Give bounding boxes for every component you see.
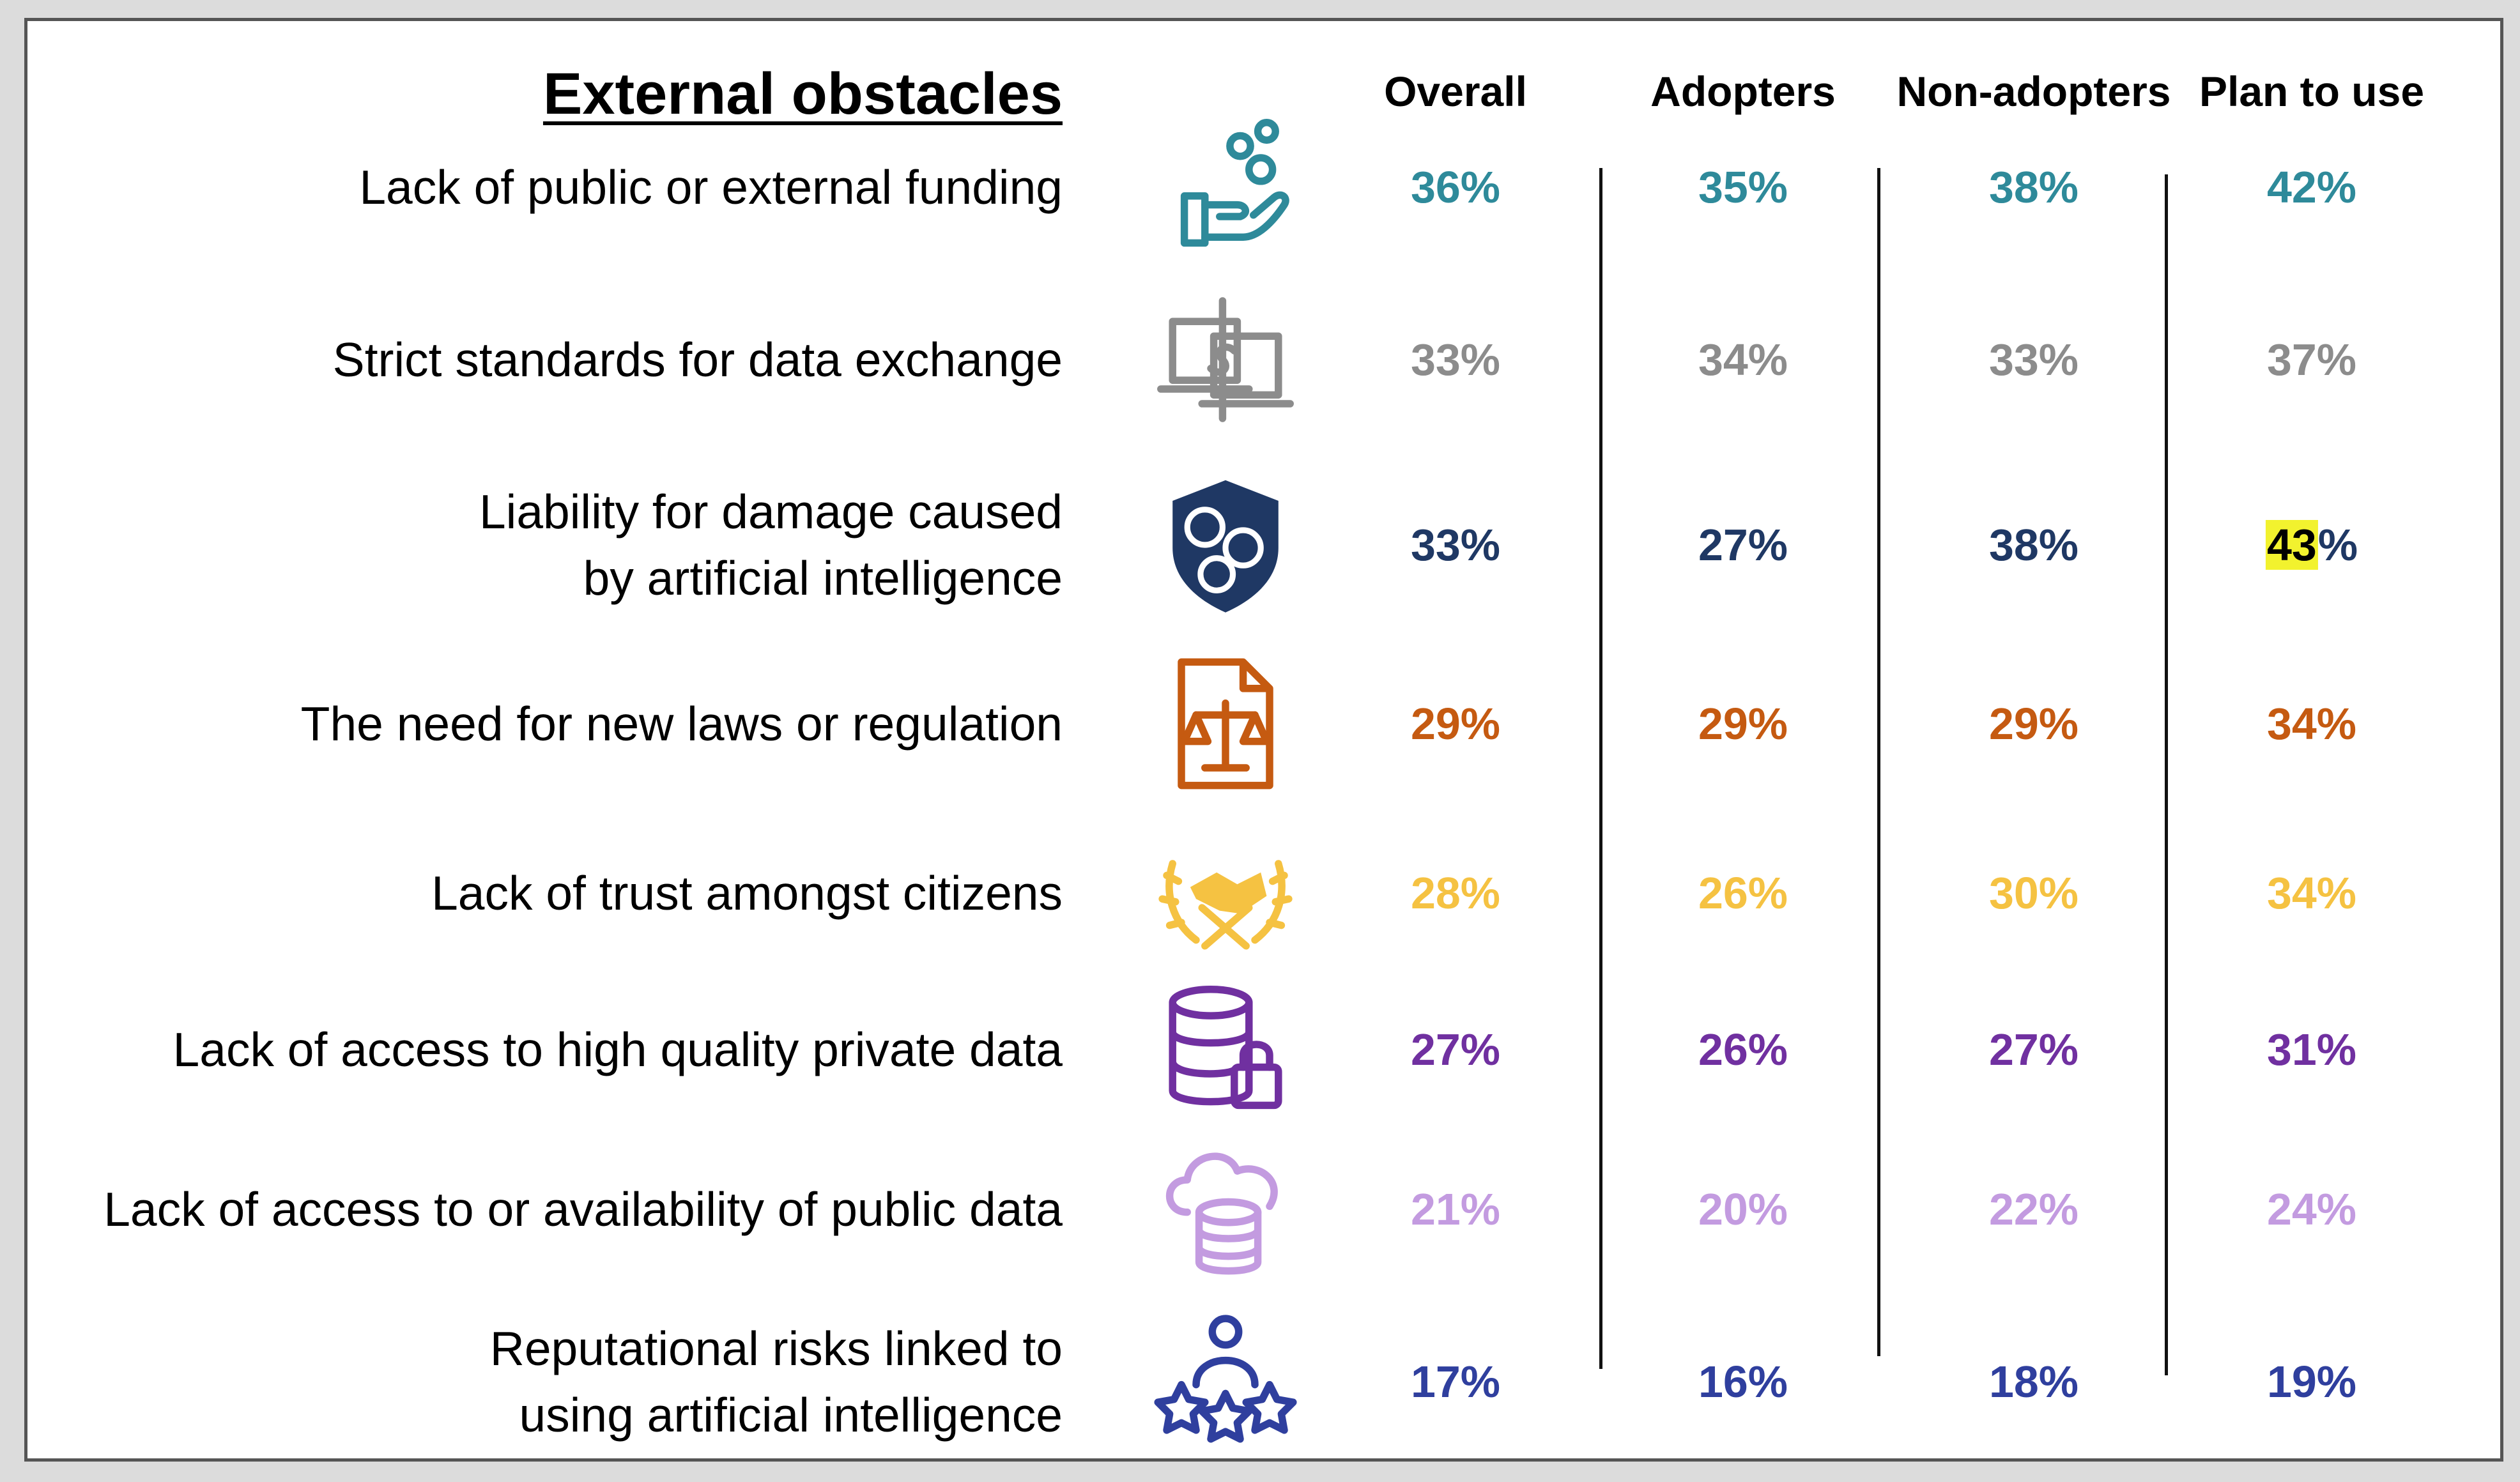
value-cell-plan-to-use: 34% bbox=[2266, 699, 2357, 749]
column-header-overall: Overall bbox=[1384, 68, 1527, 115]
row-label-line: Reputational risks linked to bbox=[489, 1322, 1063, 1375]
trust-handshake-laurel-icon bbox=[1152, 820, 1299, 966]
value-cell-non-adopters: 38% bbox=[1988, 520, 2079, 570]
value-cell-non-adopters: 27% bbox=[1988, 1025, 2079, 1074]
liability-shield-coins-icon bbox=[1152, 471, 1299, 618]
row-label: Lack of access to high quality private d… bbox=[173, 1016, 1063, 1083]
row-label-line: The need for new laws or regulation bbox=[300, 697, 1063, 751]
row-label: Lack of trust amongst citizens bbox=[431, 860, 1063, 926]
column-header-adopters: Adopters bbox=[1650, 68, 1836, 115]
value-cell-overall: 33% bbox=[1410, 335, 1501, 385]
value-cell-non-adopters: 29% bbox=[1988, 699, 2079, 749]
cloud-database-icon bbox=[1152, 1136, 1299, 1283]
value-cell-plan-to-use: 31% bbox=[2266, 1025, 2357, 1074]
value-cell-overall: 33% bbox=[1410, 520, 1501, 570]
value-cell-non-adopters: 38% bbox=[1988, 162, 2079, 212]
row-label-line: Lack of public or external funding bbox=[359, 160, 1063, 214]
funding-hand-coins-icon bbox=[1152, 114, 1299, 261]
value-cell-adopters: 26% bbox=[1698, 868, 1788, 918]
column-header-plan-to-use: Plan to use bbox=[2199, 68, 2425, 115]
person-stars-icon bbox=[1152, 1308, 1299, 1455]
row-label: Liability for damage caused by artificial… bbox=[479, 478, 1063, 611]
row-label-line: Lack of trust amongst citizens bbox=[431, 866, 1063, 920]
value-cell-adopters: 27% bbox=[1698, 520, 1788, 570]
value-cell-non-adopters: 33% bbox=[1988, 335, 2079, 385]
row-label-line: by artificial intelligence bbox=[583, 551, 1063, 605]
column-header-non-adopters: Non-adopters bbox=[1896, 68, 2171, 115]
row-label-line: Lack of access to or availability of pub… bbox=[104, 1182, 1063, 1236]
value-cell-overall: 36% bbox=[1410, 162, 1501, 212]
value-cell-adopters: 16% bbox=[1698, 1357, 1788, 1407]
value-cell-non-adopters: 18% bbox=[1988, 1357, 2079, 1407]
value-cell-plan-to-use: 19% bbox=[2266, 1357, 2357, 1407]
value-cell-non-adopters: 30% bbox=[1988, 868, 2079, 918]
chart-frame: External obstacles Overall Adopters Non-ad… bbox=[24, 18, 2503, 1462]
value-cell-plan-to-use: 37% bbox=[2266, 335, 2357, 385]
value-cell-non-adopters: 22% bbox=[1988, 1184, 2079, 1234]
value-cell-adopters: 20% bbox=[1698, 1184, 1788, 1234]
highlighted-digits: 43 bbox=[2265, 520, 2318, 570]
data-exchange-laptops-icon bbox=[1152, 286, 1299, 433]
value-suffix: % bbox=[2317, 520, 2358, 570]
value-cell-overall: 27% bbox=[1410, 1025, 1501, 1074]
value-cell-plan-to-use: 24% bbox=[2266, 1184, 2357, 1234]
law-document-scales-icon bbox=[1152, 650, 1299, 797]
value-cell-plan-to-use: 42% bbox=[2266, 162, 2357, 212]
column-divider bbox=[2165, 174, 2168, 1375]
value-cell-overall: 17% bbox=[1410, 1357, 1501, 1407]
column-divider bbox=[1877, 168, 1880, 1356]
value-cell-plan-to-use: 34% bbox=[2266, 868, 2357, 918]
value-cell-overall: 29% bbox=[1410, 699, 1501, 749]
value-cell-plan-to-use: 43% bbox=[2265, 519, 2358, 570]
row-label: Reputational risks linked to using artifi… bbox=[490, 1315, 1063, 1448]
value-cell-adopters: 35% bbox=[1698, 162, 1788, 212]
row-label: The need for new laws or regulation bbox=[301, 691, 1063, 757]
database-lock-icon bbox=[1152, 976, 1299, 1123]
row-label-line: Lack of access to high quality private d… bbox=[173, 1023, 1063, 1076]
column-divider bbox=[1599, 168, 1602, 1369]
row-label: Lack of public or external funding bbox=[359, 154, 1063, 220]
row-label-line: using artificial intelligence bbox=[519, 1388, 1063, 1442]
chart-title: External obstacles bbox=[542, 61, 1063, 126]
value-cell-adopters: 34% bbox=[1698, 335, 1788, 385]
row-label-line: Liability for damage caused bbox=[479, 485, 1063, 539]
value-cell-adopters: 29% bbox=[1698, 699, 1788, 749]
row-label: Lack of access to or availability of pub… bbox=[104, 1176, 1063, 1242]
value-cell-overall: 28% bbox=[1410, 868, 1501, 918]
value-cell-overall: 21% bbox=[1410, 1184, 1501, 1234]
row-label: Strict standards for data exchange bbox=[333, 326, 1063, 393]
row-label-line: Strict standards for data exchange bbox=[332, 333, 1063, 386]
value-cell-adopters: 26% bbox=[1698, 1025, 1788, 1074]
